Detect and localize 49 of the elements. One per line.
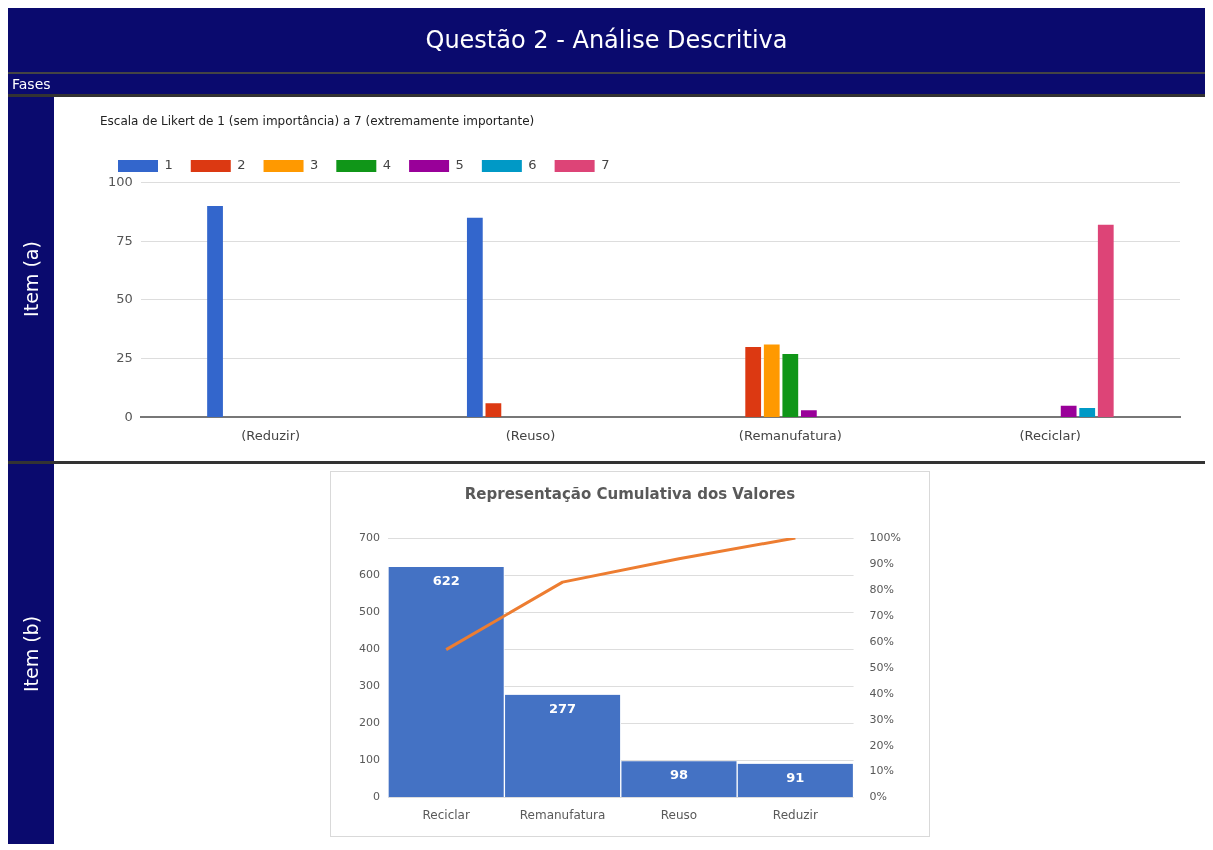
y2-tick-label: 100%: [869, 530, 901, 544]
y2-tick-label: 40%: [869, 686, 894, 700]
data-label: 98: [669, 767, 688, 783]
data-label: 277: [548, 700, 576, 716]
x-tick-label: Remanufatura: [519, 807, 605, 822]
y-tick-label: 0: [372, 790, 380, 804]
y2-tick-label: 30%: [869, 712, 894, 726]
x-tick-label: (Reciclar): [1018, 427, 1081, 443]
chart-subtitle: Escala de Likert de 1 (sem importância) a 7 (extremamente importante): [99, 114, 534, 129]
x-tick-label: (Reuso): [505, 427, 555, 443]
y-tick-label: 100: [107, 173, 133, 189]
y2-tick-label: 60%: [869, 634, 894, 648]
chart-title: Questão 2 - Análise Descritiva: [8, 8, 1205, 72]
x-tick-label: (Reduzir): [240, 427, 300, 443]
x-tick-label: Reuso: [660, 807, 697, 822]
y-tick-label: 700: [358, 530, 380, 544]
y-tick-label: 600: [358, 567, 380, 581]
y2-tick-label: 0%: [869, 790, 887, 804]
x-tick-label: (Remanufatura): [738, 427, 842, 443]
y2-tick-label: 90%: [869, 556, 894, 570]
legend-label: 6: [527, 157, 537, 173]
y2-tick-label: 10%: [869, 764, 894, 778]
data-label: 91: [785, 769, 804, 785]
y-tick-label: 0: [124, 408, 133, 424]
legend-label: 5: [455, 157, 464, 173]
text: Fases: [8, 72, 1205, 94]
y2-tick-label: 80%: [869, 582, 894, 596]
y-tick-label: 200: [358, 716, 380, 730]
data-label: 622: [432, 572, 460, 588]
y2-tick-label: 20%: [869, 738, 894, 752]
y-tick-label: 50: [115, 291, 133, 307]
y-tick-label: 25: [115, 350, 133, 366]
legend-label: 1: [164, 157, 173, 173]
y2-tick-label: 70%: [869, 608, 894, 622]
y-tick-label: 300: [358, 679, 380, 693]
text: Item (a): [20, 241, 43, 317]
legend-label: 2: [236, 157, 246, 173]
legend-label: 3: [309, 157, 318, 173]
x-tick-label: Reciclar: [422, 807, 470, 822]
y-tick-label: 100: [358, 753, 380, 767]
y-tick-label: 400: [358, 642, 380, 656]
y2-tick-label: 50%: [869, 660, 894, 674]
legend-label: 7: [600, 157, 609, 173]
chart-title: Representação Cumulativa dos Valores: [464, 484, 795, 503]
y-tick-label: 75: [115, 232, 133, 248]
text: Item (b): [20, 615, 42, 693]
y-tick-label: 500: [358, 605, 380, 619]
x-tick-label: Reduzir: [772, 807, 818, 822]
legend-label: 4: [382, 157, 391, 173]
